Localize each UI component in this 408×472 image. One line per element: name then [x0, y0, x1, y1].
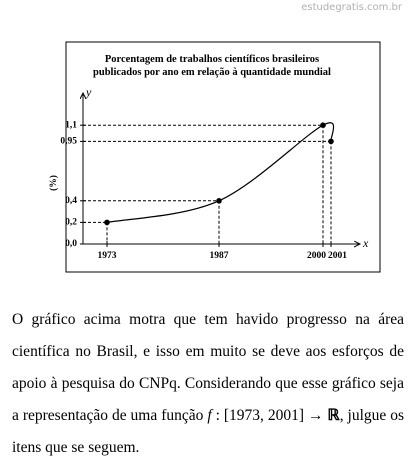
- paragraph-text: : [1973, 2001] →: [211, 407, 328, 424]
- paragraph: O gráfico acima motra que tem havido pro…: [12, 304, 404, 464]
- x-tick-label: 1987: [210, 251, 229, 261]
- y-tick-label: 0,95: [60, 137, 77, 147]
- real-set: ℝ: [327, 407, 340, 424]
- paragraph-text: O gráfico acima motra que tem havido pro…: [12, 311, 404, 424]
- paragraph-text: , julgue os itens que se seguem.: [12, 407, 404, 456]
- point: [104, 219, 110, 226]
- x-tick-label: 1973: [98, 251, 117, 261]
- function-name: f: [207, 407, 212, 424]
- y-tick-label: 0,0: [65, 239, 77, 249]
- chart-title: Porcentagem de trabalhos científicos bra…: [105, 54, 319, 65]
- y-axis-label: y: [85, 85, 92, 99]
- chart-frame: [65, 41, 381, 273]
- y-tick-label: 0,4: [65, 196, 77, 206]
- chart-title: publicados por ano em relação à quantida…: [93, 67, 331, 78]
- y-tick-label: 0,2: [65, 218, 77, 228]
- watermark: estudegratis.com.br: [301, 2, 403, 13]
- y-unit: (%): [48, 175, 59, 191]
- point: [320, 122, 326, 128]
- x-tick-label: 2000: [307, 251, 326, 261]
- point: [328, 138, 334, 145]
- point: [216, 198, 222, 204]
- y-tick-label: 1,1: [65, 120, 77, 130]
- x-axis-label: x: [362, 236, 369, 250]
- x-tick-label: 2001: [328, 251, 347, 261]
- chart: estudegratis.com.br Porcentagem de traba…: [48, 2, 403, 273]
- curve: [106, 122, 335, 223]
